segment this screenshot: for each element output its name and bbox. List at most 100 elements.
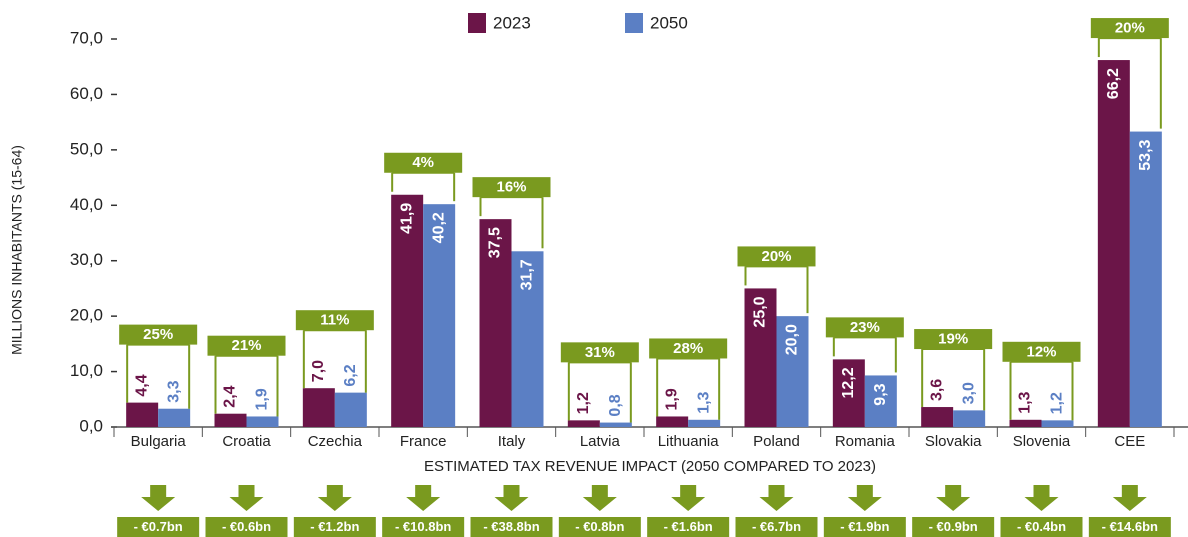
change-label: 4% <box>412 154 434 171</box>
x-axis-label: ESTIMATED TAX REVENUE IMPACT (2050 COMPA… <box>424 458 876 475</box>
tax-label: - €1.9bn <box>840 519 889 534</box>
change-box <box>384 152 463 173</box>
tax-label: - €0.4bn <box>1017 519 1066 534</box>
change-label: 20% <box>1115 20 1145 37</box>
change-box <box>207 335 286 356</box>
change-label: 12% <box>1026 343 1056 360</box>
bar <box>567 420 600 427</box>
x-tick-label: Romania <box>835 433 896 450</box>
down-arrow <box>317 485 352 511</box>
bar <box>1041 420 1074 427</box>
tax-box <box>117 517 200 537</box>
bar <box>1129 131 1162 427</box>
tax-label: - €38.8bn <box>483 519 539 534</box>
tax-box <box>1088 517 1171 537</box>
tax-label: - €1.2bn <box>310 519 359 534</box>
tax-box <box>470 517 553 537</box>
bar <box>391 194 424 427</box>
data-label: 31,7 <box>519 259 536 290</box>
legend-label: 2023 <box>493 13 531 32</box>
tax-box <box>735 517 818 537</box>
tax-box <box>1000 517 1083 537</box>
tax-label: - €10.8bn <box>395 519 451 534</box>
tax-box <box>293 517 376 537</box>
data-label: 3,0 <box>960 382 977 404</box>
down-arrow <box>936 485 971 511</box>
tax-label: - €14.6bn <box>1102 519 1158 534</box>
change-label: 31% <box>585 344 615 361</box>
data-label: 66,2 <box>1105 68 1122 99</box>
x-tick-label: Latvia <box>580 433 621 450</box>
x-tick-label: Bulgaria <box>131 433 187 450</box>
change-box <box>914 329 993 350</box>
legend-label: 2050 <box>650 13 688 32</box>
bar <box>776 316 809 427</box>
change-label: 19% <box>938 331 968 348</box>
data-label: 1,2 <box>1049 392 1066 414</box>
y-tick-label: 40,0 <box>70 195 103 214</box>
bar <box>1009 419 1042 427</box>
change-label: 11% <box>320 312 349 329</box>
down-arrow <box>406 485 441 511</box>
down-arrow <box>141 485 176 511</box>
data-label: 3,6 <box>928 379 945 401</box>
bar <box>246 416 279 427</box>
data-label: 53,3 <box>1137 139 1154 170</box>
x-tick-label: Slovakia <box>925 433 982 450</box>
bar <box>302 388 335 427</box>
change-box <box>825 317 904 338</box>
bar <box>126 402 159 427</box>
data-label: 41,9 <box>398 203 415 234</box>
down-arrow <box>229 485 264 511</box>
bar <box>334 392 367 427</box>
change-box <box>119 324 198 345</box>
bar <box>1097 60 1130 427</box>
data-label: 1,9 <box>663 388 680 410</box>
tax-box <box>647 517 730 537</box>
bar <box>864 375 897 427</box>
tax-box <box>205 517 288 537</box>
tax-label: - €0.8bn <box>575 519 624 534</box>
change-label: 20% <box>761 248 791 265</box>
tax-label: - €0.7bn <box>134 519 183 534</box>
down-arrow <box>1112 485 1147 511</box>
data-label: 0,8 <box>607 394 624 416</box>
data-label: 1,2 <box>575 392 592 414</box>
change-label: 21% <box>231 337 261 354</box>
bar <box>511 251 544 427</box>
data-label: 9,3 <box>872 383 889 405</box>
bar <box>599 422 632 427</box>
tax-label: - €0.6bn <box>222 519 271 534</box>
x-tick-label: Poland <box>753 433 800 450</box>
tax-label: - €0.9bn <box>929 519 978 534</box>
bar <box>656 416 689 427</box>
bar <box>158 408 191 427</box>
bar <box>423 204 456 427</box>
data-label: 37,5 <box>487 227 504 258</box>
data-label: 1,9 <box>254 388 271 410</box>
y-tick-label: 30,0 <box>70 250 103 269</box>
bar <box>688 419 721 427</box>
change-label: 28% <box>673 340 703 357</box>
y-tick-label: 20,0 <box>70 306 103 325</box>
x-tick-label: Croatia <box>222 433 271 450</box>
data-label: 1,3 <box>1017 391 1034 413</box>
y-axis-label: MILLIONS INHABITANTS (15-64) <box>9 145 25 355</box>
y-tick-label: 50,0 <box>70 139 103 158</box>
x-tick-label: CEE <box>1114 433 1145 450</box>
bar <box>921 407 954 427</box>
change-box <box>737 246 816 267</box>
bar <box>214 413 247 427</box>
down-arrow <box>759 485 794 511</box>
change-label: 25% <box>143 326 173 343</box>
tax-label: - €6.7bn <box>752 519 801 534</box>
x-tick-label: Lithuania <box>658 433 720 450</box>
data-label: 7,0 <box>310 360 327 382</box>
change-label: 16% <box>496 179 526 196</box>
down-arrow <box>847 485 882 511</box>
tax-box <box>823 517 906 537</box>
data-label: 25,0 <box>752 296 769 327</box>
data-label: 20,0 <box>784 324 801 355</box>
change-box <box>1002 341 1081 362</box>
